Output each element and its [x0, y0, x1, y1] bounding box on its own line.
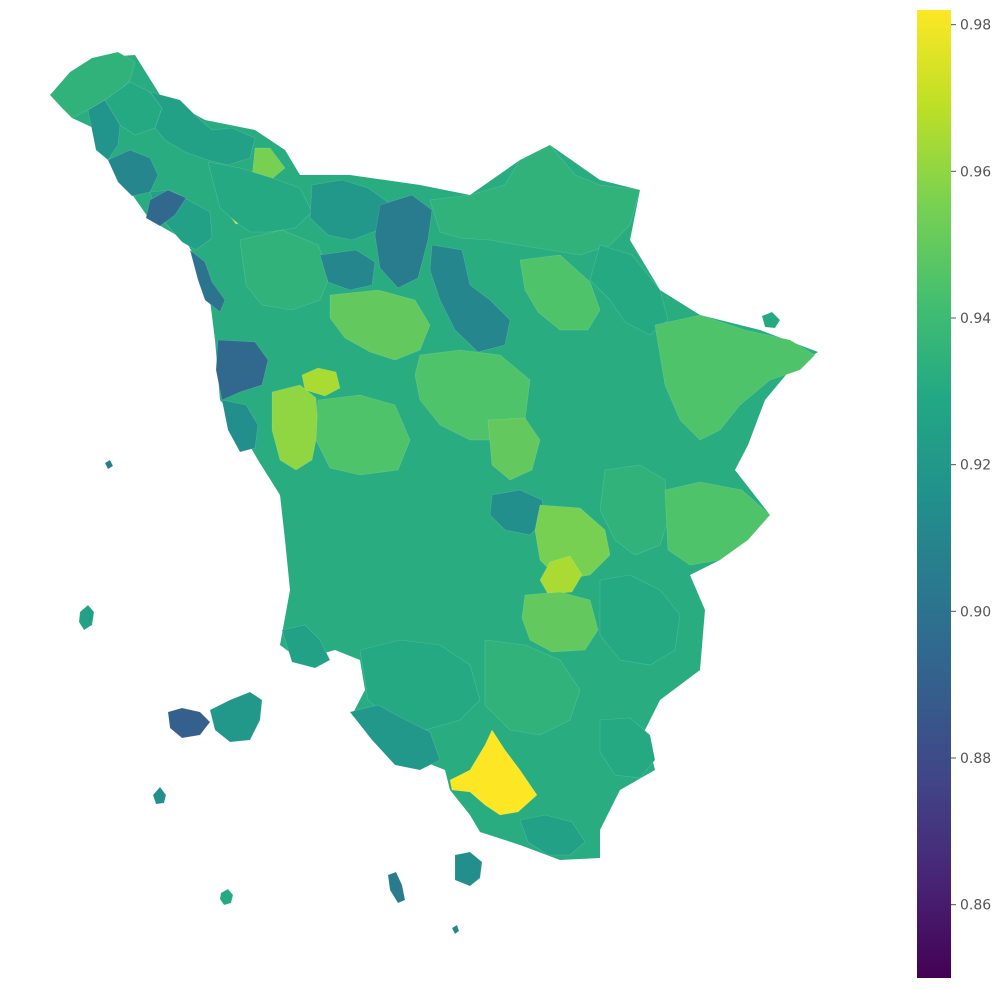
region-maremma-center[interactable] — [484, 639, 581, 736]
colorbar-tick-label: 0.96 — [960, 164, 991, 180]
colorbar-gradient — [917, 10, 951, 978]
region-mugello[interactable] — [429, 144, 641, 256]
colorbar-tick-label: 0.98 — [960, 18, 991, 34]
region-montalcino-yellow[interactable] — [539, 555, 583, 595]
region-montecristo[interactable] — [219, 888, 234, 906]
region-livorno-coast[interactable] — [221, 399, 259, 453]
region-orbetello-yellow[interactable] — [449, 729, 538, 816]
region-viareggio-lake[interactable] — [145, 189, 187, 227]
region-elba-west[interactable] — [167, 707, 211, 739]
region-valdarno-upper[interactable] — [519, 254, 601, 331]
colorbar-tick-label: 0.90 — [960, 604, 991, 620]
region-arezzo-east[interactable] — [654, 314, 816, 441]
region-argentario[interactable] — [454, 851, 483, 887]
region-lunigiana-nw[interactable] — [49, 51, 136, 119]
region-gorgona[interactable] — [104, 459, 114, 470]
region-badia-tedalda[interactable] — [761, 311, 781, 329]
region-pianosa[interactable] — [152, 786, 167, 805]
colorbar-tick-label: 0.86 — [960, 898, 991, 914]
region-casentino[interactable] — [589, 244, 669, 336]
region-grosseto-coast[interactable] — [349, 704, 441, 771]
region-volterra[interactable] — [271, 384, 319, 471]
region-giannutri[interactable] — [451, 924, 460, 935]
colorbar-tick-label: 0.94 — [960, 311, 991, 327]
region-livorno-hills[interactable] — [215, 339, 269, 401]
region-florence-metro[interactable] — [429, 244, 511, 353]
region-val-d-orcia[interactable] — [521, 591, 599, 653]
region-lunigiana-e[interactable] — [149, 91, 256, 166]
region-lucca-garfagnana[interactable] — [207, 161, 313, 233]
region-capalbio[interactable] — [519, 814, 586, 856]
region-siena-north[interactable] — [315, 394, 411, 476]
colorbar-tick-label: 0.92 — [960, 458, 991, 474]
colorbar-tick-label: 0.88 — [960, 751, 991, 767]
region-chianti[interactable] — [487, 417, 541, 481]
region-giglio[interactable] — [387, 871, 406, 904]
colorbar-ticks: 0.98 0.96 0.94 0.92 0.90 0.88 0.86 — [951, 18, 991, 914]
region-pistoia-plain[interactable] — [319, 249, 376, 291]
region-valdichiana[interactable] — [599, 464, 669, 556]
region-amiata[interactable] — [599, 574, 681, 666]
region-cortona[interactable] — [664, 481, 771, 566]
region-piombino[interactable] — [281, 624, 331, 669]
region-lucca-plain[interactable] — [239, 229, 331, 311]
region-empolese[interactable] — [329, 289, 431, 361]
region-prato[interactable] — [374, 194, 433, 289]
region-carrara[interactable] — [107, 149, 159, 197]
region-massa-carrara-coast[interactable] — [87, 99, 121, 161]
region-elba-east[interactable] — [209, 691, 263, 743]
region-pitigliano[interactable] — [599, 717, 656, 779]
region-capraia[interactable] — [78, 604, 95, 631]
map-regions — [49, 51, 818, 935]
region-pisa-coast[interactable] — [189, 249, 226, 313]
